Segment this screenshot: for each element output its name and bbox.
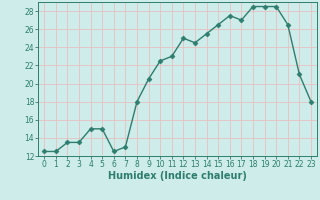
X-axis label: Humidex (Indice chaleur): Humidex (Indice chaleur) <box>108 171 247 181</box>
